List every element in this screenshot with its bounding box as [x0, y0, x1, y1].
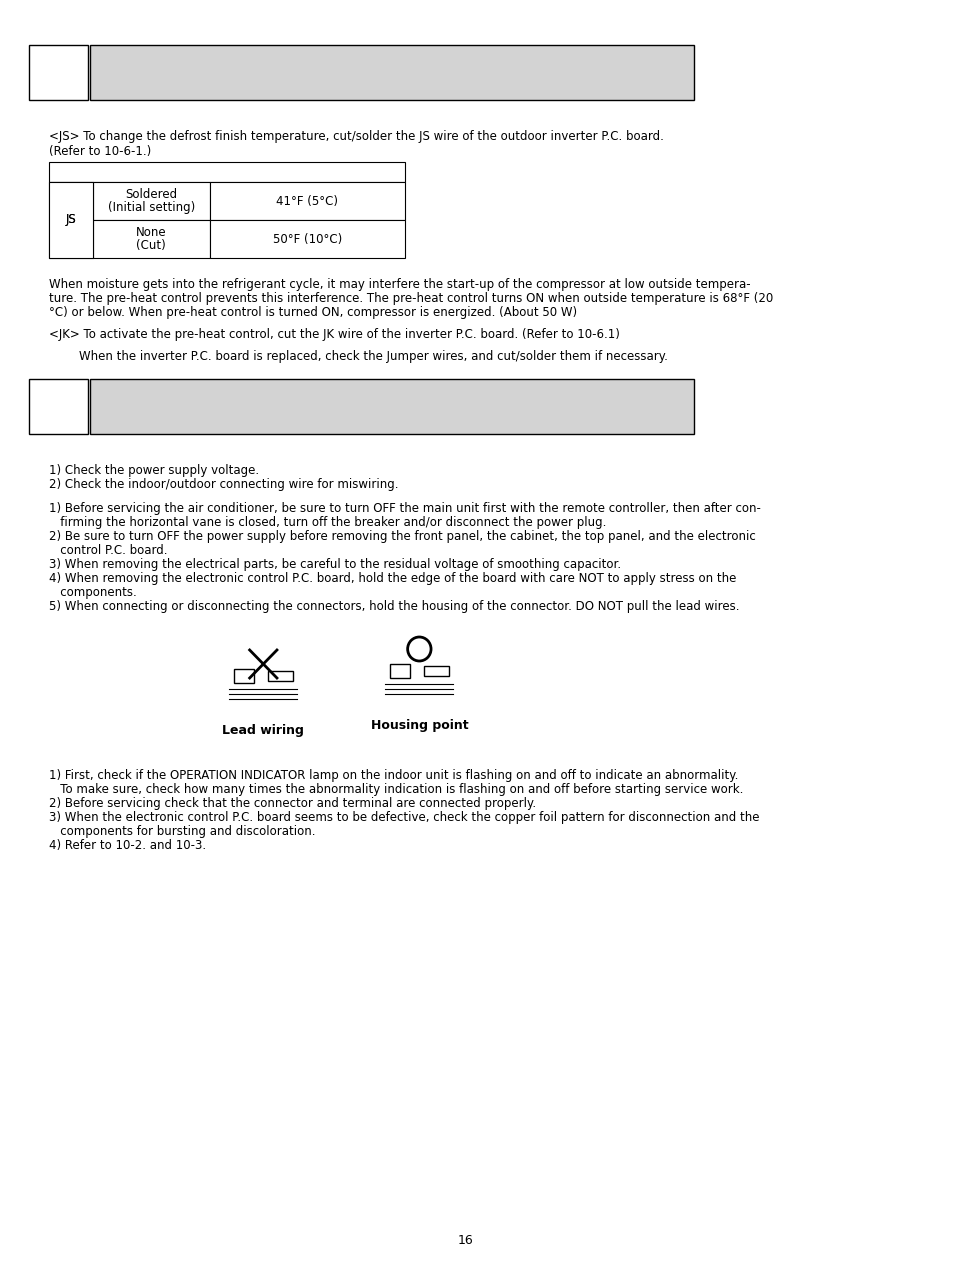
Text: JS: JS: [65, 214, 76, 226]
Text: When the inverter P.C. board is replaced, check the Jumper wires, and cut/solder: When the inverter P.C. board is replaced…: [49, 350, 667, 363]
Text: ture. The pre-heat control prevents this interference. The pre-heat control turn: ture. The pre-heat control prevents this…: [49, 293, 772, 305]
Text: (Initial setting): (Initial setting): [108, 201, 194, 214]
Text: components for bursting and discoloration.: components for bursting and discoloratio…: [49, 826, 314, 838]
Text: Soldered: Soldered: [125, 188, 177, 201]
Text: 1) Before servicing the air conditioner, be sure to turn OFF the main unit first: 1) Before servicing the air conditioner,…: [49, 502, 760, 515]
Bar: [92, 182, 210, 220]
Text: To make sure, check how many times the abnormality indication is flashing on and: To make sure, check how many times the a…: [49, 784, 742, 796]
Text: 3) When removing the electrical parts, be careful to the residual voltage of smo: 3) When removing the electrical parts, b…: [49, 558, 620, 571]
Text: None: None: [135, 226, 166, 239]
Bar: [233, 669, 253, 683]
Text: JS: JS: [65, 214, 76, 226]
Text: <JK> To activate the pre-heat control, cut the JK wire of the inverter P.C. boar: <JK> To activate the pre-heat control, c…: [49, 328, 619, 341]
Text: firming the horizontal vane is closed, turn off the breaker and/or disconnect th: firming the horizontal vane is closed, t…: [49, 516, 605, 529]
Text: 5) When connecting or disconnecting the connectors, hold the housing of the conn: 5) When connecting or disconnecting the …: [49, 600, 739, 613]
Bar: [49, 162, 404, 182]
Text: <JS> To change the defrost finish temperature, cut/solder the JS wire of the out: <JS> To change the defrost finish temper…: [49, 130, 663, 142]
Text: (Cut): (Cut): [136, 239, 166, 252]
Text: 4) When removing the electronic control P.C. board, hold the edge of the board w: 4) When removing the electronic control …: [49, 572, 736, 585]
Text: 41°F (5°C): 41°F (5°C): [276, 195, 337, 207]
Text: 1) Check the power supply voltage.: 1) Check the power supply voltage.: [49, 464, 258, 477]
Bar: [92, 220, 210, 258]
Text: Housing point: Housing point: [370, 719, 468, 731]
Bar: [90, 379, 694, 434]
Text: When moisture gets into the refrigerant cycle, it may interfere the start-up of : When moisture gets into the refrigerant …: [49, 279, 750, 291]
Text: 3) When the electronic control P.C. board seems to be defective, check the coppe: 3) When the electronic control P.C. boar…: [49, 812, 759, 824]
Text: °C) or below. When pre-heat control is turned ON, compressor is energized. (Abou: °C) or below. When pre-heat control is t…: [49, 307, 577, 319]
Text: Lead wiring: Lead wiring: [222, 724, 304, 736]
Bar: [90, 45, 694, 100]
Bar: [49, 182, 92, 258]
Text: (Refer to 10-6-1.): (Refer to 10-6-1.): [49, 145, 151, 158]
Text: 16: 16: [456, 1234, 473, 1247]
Text: 2) Be sure to turn OFF the power supply before removing the front panel, the cab: 2) Be sure to turn OFF the power supply …: [49, 530, 755, 543]
Bar: [30, 45, 88, 100]
Bar: [424, 667, 448, 675]
Bar: [210, 182, 404, 220]
Bar: [268, 672, 293, 681]
Text: control P.C. board.: control P.C. board.: [49, 544, 167, 557]
Text: 1) First, check if the OPERATION INDICATOR lamp on the indoor unit is flashing o: 1) First, check if the OPERATION INDICAT…: [49, 770, 738, 782]
Bar: [49, 220, 92, 258]
Bar: [49, 182, 92, 220]
Bar: [390, 664, 409, 678]
Text: 50°F (10°C): 50°F (10°C): [273, 233, 341, 245]
Text: components.: components.: [49, 586, 136, 599]
Bar: [30, 379, 88, 434]
Text: 2) Check the indoor/outdoor connecting wire for miswiring.: 2) Check the indoor/outdoor connecting w…: [49, 478, 397, 491]
Bar: [210, 220, 404, 258]
Text: 2) Before servicing check that the connector and terminal are connected properly: 2) Before servicing check that the conne…: [49, 798, 536, 810]
Text: 4) Refer to 10-2. and 10-3.: 4) Refer to 10-2. and 10-3.: [49, 840, 206, 852]
